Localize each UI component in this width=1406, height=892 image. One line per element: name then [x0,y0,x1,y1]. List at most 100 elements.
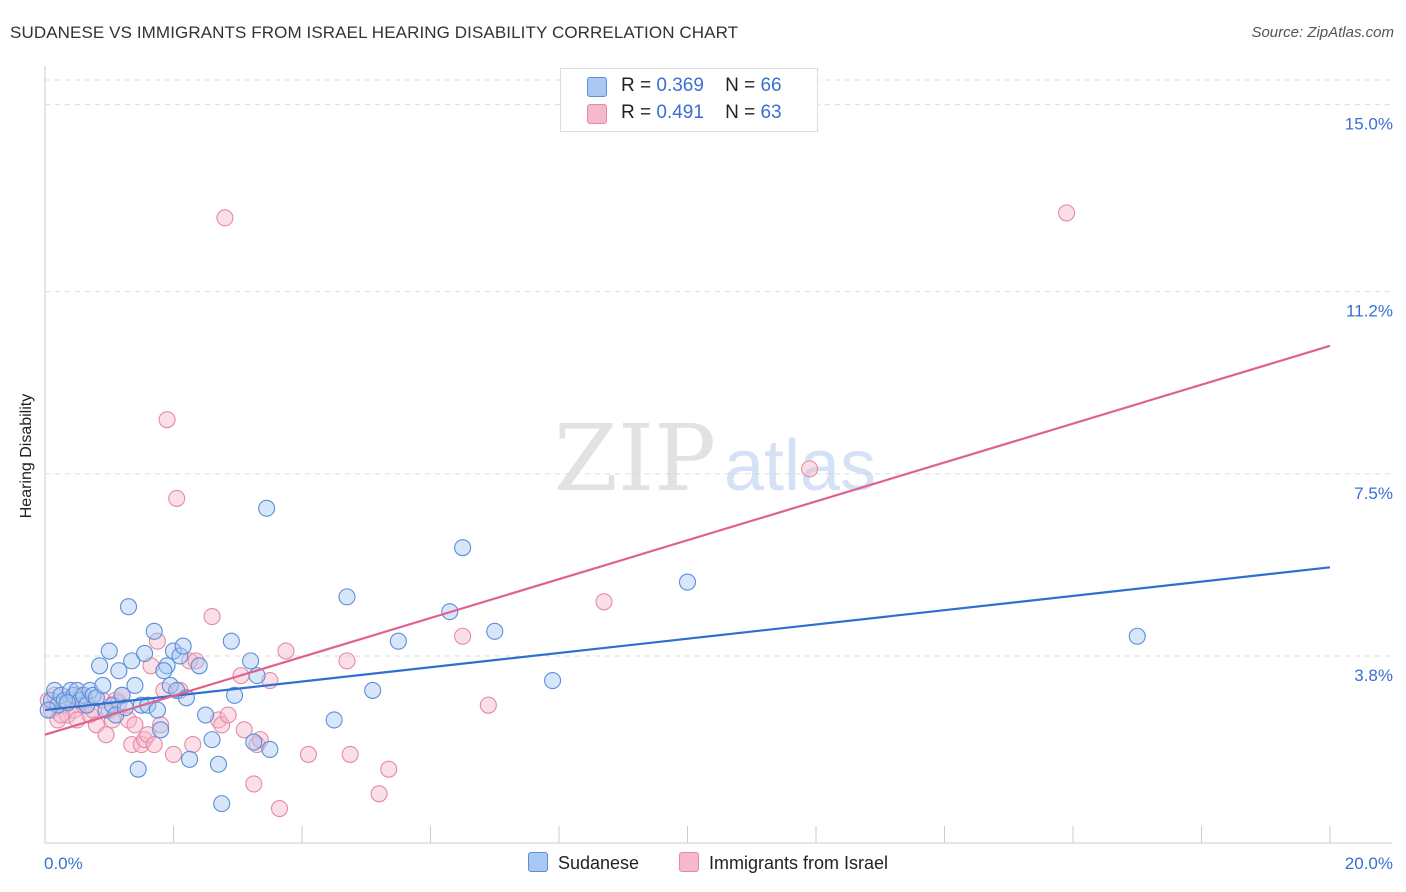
sudanese-point [152,721,170,739]
israel-point [338,652,356,670]
sudanese-point [145,622,163,640]
bottom-legend-sudanese: Sudanese [528,852,639,874]
bottom-legend-israel: Immigrants from Israel [679,852,888,874]
sudanese-point [119,598,138,616]
sudanese-point [486,622,504,640]
source-label: Source: ZipAtlas.com [1251,24,1394,41]
sudanese-point [123,652,141,670]
sudanese-point [364,681,382,699]
tick-labels: 3.8% 7.5% 11.2% 15.0% 0.0% 20.0% [44,115,1393,873]
legend-r-value: 0.369 [656,75,704,96]
chart-title: SUDANESE VS IMMIGRANTS FROM ISRAEL HEARI… [10,23,739,42]
israel-point [181,652,199,670]
sudanese-point [171,647,189,665]
israel-point [187,652,205,670]
sudanese-point [174,637,192,655]
israel-point [248,735,266,754]
sudanese-point [454,539,472,557]
israel-point [126,716,144,734]
sudanese-point [222,632,240,650]
sudanese-point [100,642,118,660]
israel-point [213,716,231,734]
israel-point [245,775,263,793]
sudanese-point [325,711,343,729]
legend-r-value: 0.491 [656,102,704,123]
israel-point [184,735,202,754]
israel-point [148,632,166,650]
israel-point [158,411,176,429]
israel-point [209,711,228,729]
legend-n-label: N = [725,75,756,96]
y-tick-label: 11.2% [1346,302,1393,321]
legend: R = 0.369 N = 66 R = 0.491 N = 63 [560,68,818,132]
sudanese-point [148,701,166,719]
sudanese-point [258,499,276,517]
sudanese-point [110,662,128,680]
israel-point [299,745,317,763]
legend-swatch-blue [587,77,607,97]
trend-lines [44,344,1331,736]
israel-point [341,745,359,763]
israel-point [454,627,472,645]
y-tick-label: 7.5% [1354,484,1393,503]
sudanese-point [209,755,228,773]
israel-point [216,209,234,227]
israel-point [595,593,613,611]
y-tick-label: 3.8% [1354,666,1393,685]
israel-point [123,735,141,754]
israel-trend-line [44,344,1331,736]
sudanese-point [389,632,407,650]
bottom-legend-swatch-pink [679,852,699,872]
israel-point [479,696,497,714]
sudanese-trend-line [44,566,1331,712]
sudanese-points [39,499,1146,813]
israel-point [801,460,819,478]
sudanese-point [91,657,109,675]
israel-point [136,731,154,749]
sudanese-point [126,676,144,695]
legend-r-label: R = [621,75,652,96]
israel-point [145,735,163,754]
sudanese-point [242,652,260,670]
israel-point [235,721,253,739]
israel-points [39,204,1076,818]
israel-point [277,642,295,660]
sudanese-point [245,733,263,751]
x-tick-label: 20.0% [1345,854,1393,873]
bottom-legend-israel-label: Immigrants from Israel [709,853,889,873]
sudanese-point [678,573,697,591]
axes [44,66,1392,844]
bottom-legend-swatch-blue [528,852,548,872]
bottom-legend-sudanese-label: Sudanese [558,853,640,873]
israel-point [97,726,115,744]
israel-point [1058,204,1076,222]
sudanese-point [190,657,208,675]
israel-point [370,785,388,803]
israel-point [270,799,289,818]
sudanese-point [136,644,154,663]
sudanese-point [261,740,279,759]
legend-r-label: R = [621,102,652,123]
israel-point [164,745,183,763]
sudanese-point [225,686,244,704]
legend-n-value: 66 [760,75,782,96]
israel-point [219,706,237,724]
sudanese-point [338,588,356,606]
legend-n-value: 63 [760,102,782,123]
sudanese-point [158,657,176,675]
sudanese-point [544,672,562,690]
sudanese-point [155,662,173,680]
israel-point [380,760,398,778]
israel-point [139,726,157,744]
sudanese-point [197,706,215,724]
grid [45,79,1392,657]
sudanese-point [213,795,231,813]
sudanese-point [129,760,147,778]
israel-point [132,735,150,754]
watermark-atlas: atlas [724,426,876,506]
x-tick-label: 0.0% [44,854,83,873]
watermark-zip: ZIP [554,405,716,512]
watermark: ZIP atlas [554,405,876,512]
sudanese-point [181,750,199,768]
